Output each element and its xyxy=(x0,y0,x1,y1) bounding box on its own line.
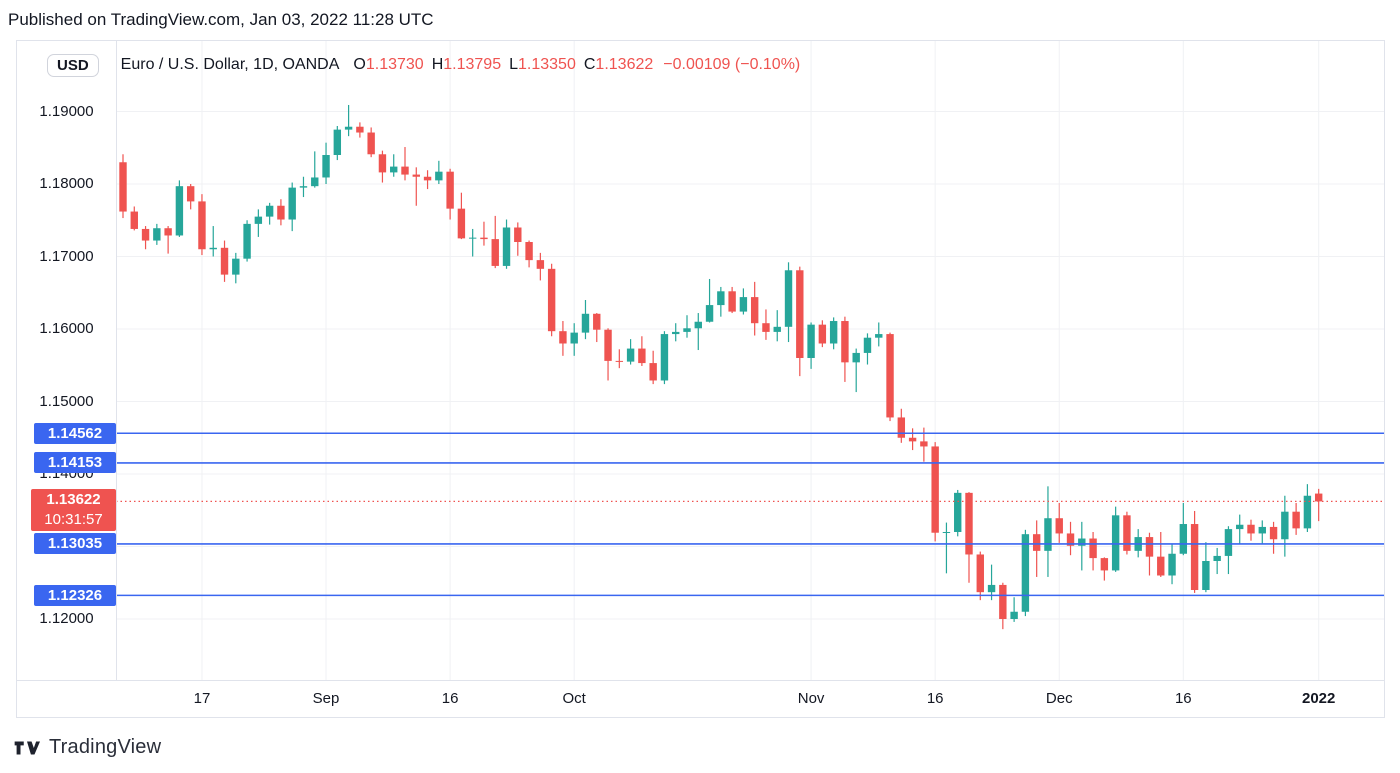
symbol-title: Euro / U.S. Dollar, 1D, OANDA xyxy=(120,56,340,73)
ohlc-key: L xyxy=(509,56,519,73)
time-axis-label: 16 xyxy=(926,690,944,707)
time-axis-label: Dec xyxy=(1045,690,1073,707)
price-axis-label: 1.12000 xyxy=(39,610,94,627)
alert-price-badge: 1.14562 xyxy=(34,422,116,444)
last-price-badge: 1.13622 10:31:57 xyxy=(31,489,116,532)
time-axis-label: Nov xyxy=(797,690,825,707)
price-axis-label: 1.15000 xyxy=(39,392,94,410)
time-axis-label: Oct xyxy=(562,690,586,707)
time-axis-label: 16 xyxy=(441,690,459,707)
symbol-legend: USD Euro / U.S. Dollar, 1D, OANDA O1.137… xyxy=(47,51,800,79)
currency-badge: USD xyxy=(47,53,99,77)
tradingview-wordmark: TradingView xyxy=(49,736,162,758)
ohlc-values: O1.13730 H1.13795 L1.13350 C1.13622 xyxy=(345,56,653,74)
time-axis-label: 17 xyxy=(193,690,211,707)
last-price-countdown: 10:31:57 xyxy=(44,511,103,529)
price-axis[interactable] xyxy=(17,41,117,680)
tradingview-icon xyxy=(14,738,40,758)
chart-canvas[interactable] xyxy=(17,41,1384,717)
time-axis[interactable]: 17 Sep 16 Oct Nov 16 Dec 16 2022 xyxy=(17,680,1384,718)
published-caption: Published on TradingView.com, Jan 03, 20… xyxy=(8,10,434,29)
time-axis-label: Sep xyxy=(312,690,340,707)
time-axis-label: 2022 xyxy=(1301,690,1336,707)
price-axis-label: 1.19000 xyxy=(39,102,94,120)
alert-price-badge: 1.13035 xyxy=(34,533,116,555)
alert-price-badge: 1.14153 xyxy=(34,452,116,474)
last-price-value: 1.13622 xyxy=(46,491,101,509)
ohlc-value: 1.13350 xyxy=(518,56,576,73)
ohlc-value: 1.13730 xyxy=(365,56,424,73)
time-axis-label: 16 xyxy=(1174,690,1192,707)
price-change: −0.00109 (−0.10%) xyxy=(663,56,801,73)
ohlc-key: H xyxy=(431,56,444,73)
ohlc-key: C xyxy=(583,56,596,73)
alert-lines-layer xyxy=(116,432,1384,597)
tradingview-logo[interactable]: TradingView xyxy=(14,736,161,759)
ohlc-key: O xyxy=(353,56,366,73)
candles-layer xyxy=(119,104,1323,630)
price-axis-label: 1.16000 xyxy=(39,320,94,337)
chart-container: 1.19000 1.18000 1.17000 1.16000 1.15000 1.140… xyxy=(16,40,1385,718)
price-axis-label: 1.18000 xyxy=(39,175,94,192)
ohlc-value: 1.13795 xyxy=(443,56,502,73)
alert-price-badge: 1.12326 xyxy=(34,584,116,606)
ohlc-value: 1.13622 xyxy=(595,56,654,73)
price-axis-label: 1.17000 xyxy=(39,247,94,265)
